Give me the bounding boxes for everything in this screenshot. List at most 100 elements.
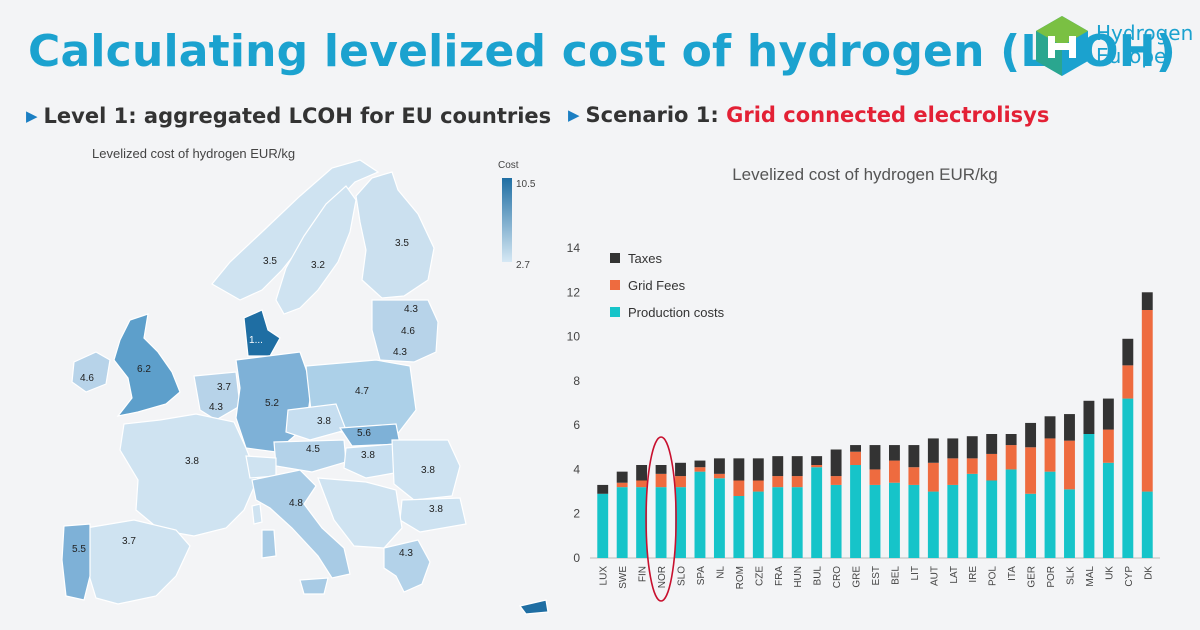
x-tick-label: SWE xyxy=(618,566,629,589)
map-value-label: 1... xyxy=(249,335,263,346)
bar-production-costs-nor xyxy=(655,487,667,558)
bar-taxes-slo xyxy=(675,462,686,477)
y-tick-label: 2 xyxy=(573,507,580,521)
right-heading-prefix: Scenario 1: xyxy=(585,103,727,127)
map-region-finland xyxy=(355,171,435,299)
bar-production-costs-lux xyxy=(597,493,609,558)
bar-taxes-gre xyxy=(850,445,861,452)
logo-text: Hydrogen Europe xyxy=(1096,22,1193,68)
bar-grid-fees-slk xyxy=(1064,440,1075,490)
map-legend-colorbar xyxy=(502,178,512,262)
bar-taxes-lux xyxy=(597,484,609,494)
bar-taxes-mal xyxy=(1083,400,1095,434)
x-tick-label: POL xyxy=(988,566,999,586)
bar-grid-fees-cro xyxy=(830,476,842,485)
logo-line2: Europe xyxy=(1096,44,1167,68)
x-tick-label: CRO xyxy=(832,566,843,588)
y-tick-label: 10 xyxy=(567,330,581,344)
bar-grid-fees-ire xyxy=(966,458,978,474)
bar-taxes-uk xyxy=(1102,398,1114,430)
chart-title: Levelized cost of hydrogen EUR/kg xyxy=(732,165,998,184)
left-heading: ▶ Level 1: aggregated LCOH for EU countri… xyxy=(26,104,551,128)
map-value-label: 4.3 xyxy=(404,304,418,315)
map-region-balkans xyxy=(317,477,403,549)
map-caption: Levelized cost of hydrogen EUR/kg xyxy=(92,146,296,161)
bar-grid-fees-uk xyxy=(1102,429,1114,463)
x-tick-label: CZE xyxy=(754,566,765,586)
bar-grid-fees-cyp xyxy=(1122,365,1134,399)
bar-taxes-dk xyxy=(1141,292,1153,310)
bar-taxes-cro xyxy=(830,449,842,477)
x-tick-label: AUT xyxy=(929,566,940,586)
map-value-label: 5.5 xyxy=(72,544,86,555)
legend-label: Taxes xyxy=(628,251,662,266)
legend-swatch xyxy=(610,307,620,317)
map-region-baltics xyxy=(371,299,439,363)
map-region-spain xyxy=(85,519,191,605)
map-value-label: 4.7 xyxy=(355,386,369,397)
bar-taxes-pol xyxy=(986,434,998,454)
bar-grid-fees-ger xyxy=(1025,447,1037,494)
map-value-label: 3.7 xyxy=(122,536,136,547)
x-tick-label: SLK xyxy=(1065,566,1076,585)
x-tick-label: NL xyxy=(715,566,726,579)
map-value-label: 3.8 xyxy=(185,456,199,467)
map-value-label: 3.8 xyxy=(317,416,331,427)
x-tick-label: LAT xyxy=(949,566,960,584)
bar-taxes-hun xyxy=(791,456,803,477)
bar-grid-fees-bel xyxy=(889,460,900,483)
x-tick-label: GRE xyxy=(852,566,863,588)
map-value-label: 6.2 xyxy=(137,364,151,375)
bar-production-costs-swe xyxy=(616,487,628,558)
map-value-label: 3.8 xyxy=(361,450,375,461)
bar-grid-fees-lat xyxy=(947,458,959,485)
bar-production-costs-ire xyxy=(966,473,978,558)
right-heading-highlight: Grid connected electrolisys xyxy=(726,103,1050,127)
bar-production-costs-slo xyxy=(675,487,686,558)
x-tick-label: CYP xyxy=(1124,566,1135,587)
bar-grid-fees-fin xyxy=(636,480,648,488)
left-heading-text: Level 1: aggregated LCOH for EU countrie… xyxy=(43,104,552,128)
bar-taxes-lit xyxy=(908,445,920,468)
map-value-label: 4.3 xyxy=(209,402,223,413)
map-value-label: 3.2 xyxy=(311,260,325,271)
bar-taxes-nl xyxy=(713,458,725,474)
bar-taxes-spa xyxy=(694,460,706,468)
x-tick-label: IRE xyxy=(968,566,979,583)
map-region-portugal xyxy=(61,523,91,601)
x-tick-label: GER xyxy=(1027,566,1038,588)
bar-production-costs-spa xyxy=(694,471,706,558)
bar-production-costs-por xyxy=(1044,471,1056,558)
x-tick-label: FRA xyxy=(774,566,785,586)
bar-production-costs-fra xyxy=(772,487,784,558)
legend-swatch xyxy=(610,253,620,263)
bar-production-costs-bul xyxy=(811,467,823,558)
map-region-greece xyxy=(383,539,431,593)
bar-grid-fees-fra xyxy=(772,476,784,488)
y-tick-label: 8 xyxy=(573,374,580,388)
x-tick-label: MAL xyxy=(1085,566,1096,587)
bar-production-costs-cyp xyxy=(1122,398,1134,558)
triangle-bullet-icon: ▶ xyxy=(568,106,580,124)
legend-swatch xyxy=(610,280,620,290)
bar-grid-fees-nor xyxy=(655,473,667,488)
page-title: Calculating levelized cost of hydrogen (… xyxy=(28,26,1177,77)
bar-grid-fees-lit xyxy=(908,467,920,485)
map-value-label: 3.5 xyxy=(263,256,277,267)
x-tick-label: SPA xyxy=(696,566,707,586)
x-tick-label: HUN xyxy=(793,566,804,588)
bar-taxes-slk xyxy=(1064,414,1075,441)
triangle-bullet-icon: ▶ xyxy=(26,107,38,125)
bar-taxes-por xyxy=(1044,416,1056,439)
map-region-uk xyxy=(113,313,181,417)
bar-taxes-nor xyxy=(655,465,667,474)
bar-taxes-swe xyxy=(616,471,628,483)
x-tick-label: DK xyxy=(1143,566,1154,580)
bar-production-costs-nl xyxy=(713,478,725,558)
bar-taxes-fin xyxy=(636,465,648,481)
bar-taxes-ire xyxy=(966,436,978,459)
bar-grid-fees-swe xyxy=(616,482,628,488)
bar-grid-fees-nl xyxy=(713,473,725,479)
bar-taxes-ita xyxy=(1005,434,1017,446)
map-legend-max: 10.5 xyxy=(516,179,536,190)
